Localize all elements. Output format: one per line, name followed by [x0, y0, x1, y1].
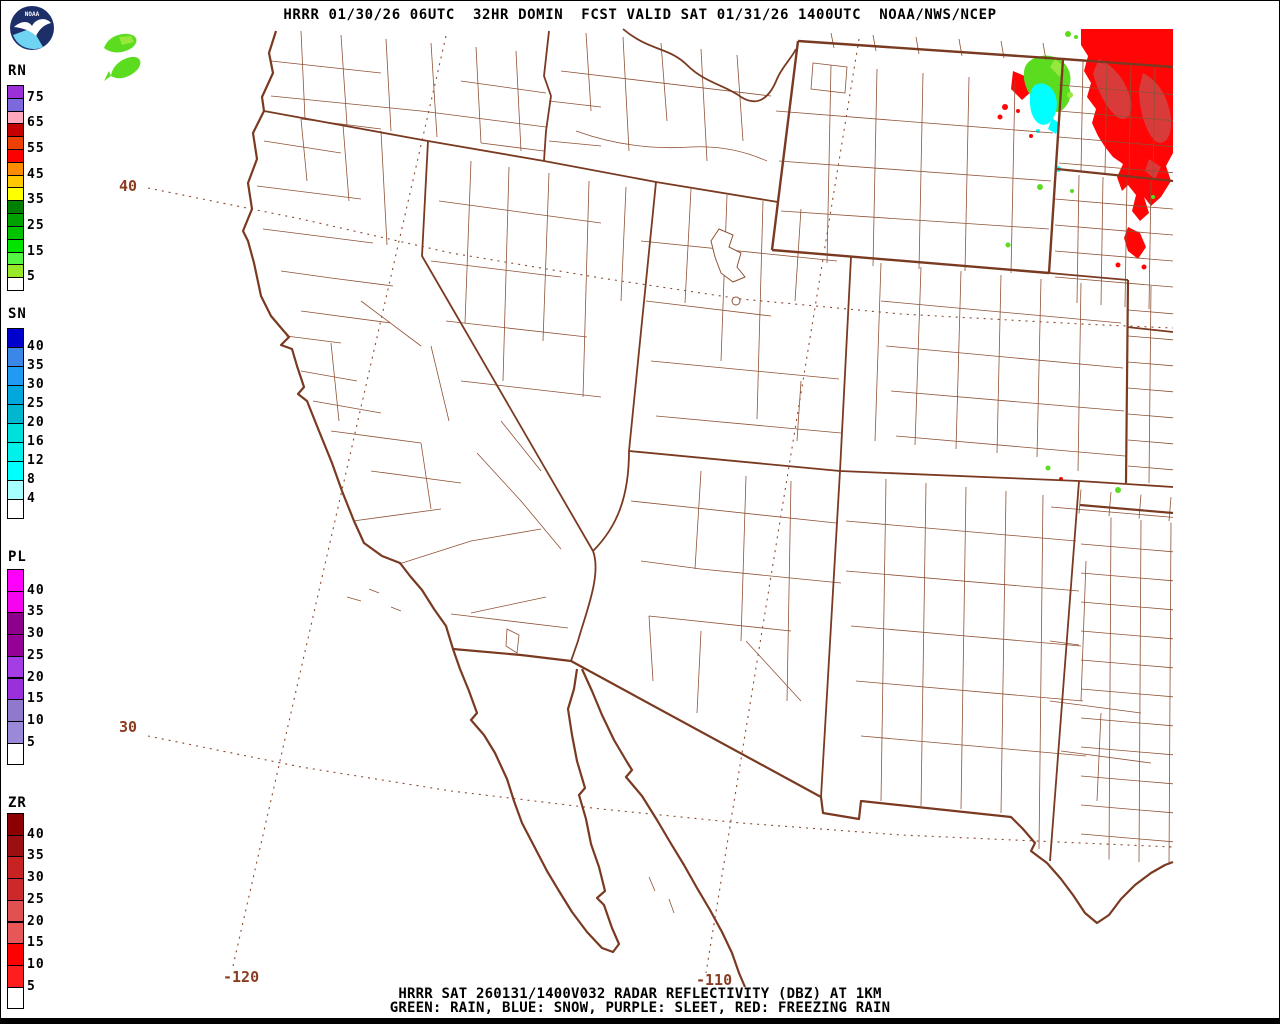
lon-label-120: -120	[223, 968, 259, 986]
legend-snow-scale: SN 40 35 30 25 20 16 12 8 4	[7, 1, 59, 1023]
legend-rain-scale: RN 75 65 55 45 35 25 15 5	[7, 1, 59, 1023]
legend-tick-label: 25	[27, 217, 45, 233]
legend-tick-label: 25	[27, 396, 45, 411]
legend-cell	[7, 813, 24, 836]
legend-tick-label: 5	[27, 269, 36, 285]
legend-tick-label: 55	[27, 141, 45, 157]
state-boundaries	[263, 28, 1174, 862]
legend-tick-label: 40	[27, 826, 45, 842]
bottom-frame-bar	[1, 1018, 1279, 1023]
legend-title: ZR	[8, 795, 27, 811]
legend-cell	[7, 943, 24, 966]
legend-tick-label: 35	[27, 848, 45, 864]
legend-title: SN	[8, 306, 27, 322]
legend-cell	[7, 964, 24, 988]
lat-label-30: 30	[119, 718, 137, 736]
legend-cell	[7, 277, 24, 291]
radar-freezing-rain-heavy	[1093, 59, 1172, 179]
legend-tick-label: 25	[27, 647, 45, 663]
noaa-gull-icon	[14, 19, 51, 36]
legend-tick-label: 5	[27, 734, 36, 750]
legend-tick-label: 30	[27, 377, 45, 392]
noaa-logo-text: NOAA	[25, 11, 40, 18]
legend-tick-label: 45	[27, 166, 45, 182]
legend-freezing-rain-scale: ZR 40 35 30 25 20 15 10 5	[7, 1, 59, 1023]
legend-tick-label: 4	[27, 491, 36, 506]
legend-tick-label: 15	[27, 691, 45, 707]
legend-tick-label: 10	[27, 712, 45, 728]
legend-tick-label: 20	[27, 669, 45, 685]
legend-tick-label: 20	[27, 913, 45, 929]
footer-key-line: GREEN: RAIN, BLUE: SNOW, PURPLE: SLEET, …	[389, 1000, 891, 1016]
legend-sleet-scale: PL 40 35 30 25 20 15 10 5	[7, 1, 59, 1023]
lon-label-110: -110	[696, 971, 732, 989]
legend-tick-label: 15	[27, 935, 45, 951]
footer-product-line: HRRR SAT 260131/1400V032 RADAR REFLECTIV…	[398, 986, 882, 1002]
lat-label-40: 40	[119, 177, 137, 195]
legend-cell	[7, 742, 24, 766]
radar-snow	[1029, 83, 1061, 172]
noaa-logo-sea	[13, 28, 43, 50]
graticule-labels: 40 30 -120 -110	[119, 177, 732, 989]
legend-cell	[7, 834, 24, 858]
legend-tick-label: 25	[27, 891, 45, 907]
legend-cell	[7, 921, 24, 945]
legend-cell	[7, 986, 24, 1010]
legend-tick-label: 10	[27, 956, 45, 972]
legend-tick-label: 35	[27, 604, 45, 620]
legend-tick-label: 16	[27, 434, 45, 449]
legend-tick-label: 30	[27, 870, 45, 886]
legend-tick-label: 40	[27, 339, 45, 354]
radar-rain-light	[119, 36, 1073, 98]
legend-tick-label: 75	[27, 89, 45, 105]
legend-tick-label: 40	[27, 582, 45, 598]
county-boundaries	[256, 30, 1174, 914]
legend-tick-label: 8	[27, 472, 36, 487]
legend-cell	[7, 899, 24, 923]
legend-tick-label: 12	[27, 453, 45, 468]
noaa-logo: NOAA	[10, 6, 54, 50]
lakes	[710, 228, 746, 306]
legend-title: PL	[8, 549, 27, 565]
page-title: HRRR 01/30/26 06UTC 32HR DOMIN FCST VALI…	[283, 7, 997, 23]
legend-title: RN	[8, 63, 27, 79]
legend-tick-label: 65	[27, 115, 45, 131]
legend-cell	[7, 856, 24, 880]
legend-tick-label: 5	[27, 978, 36, 994]
us-mexico-border	[452, 647, 1174, 925]
legend-cell	[7, 878, 24, 901]
legend-tick-label: 35	[27, 358, 45, 373]
legend-cell	[7, 499, 24, 519]
legend-tick-label: 35	[27, 192, 45, 208]
legend-tick-label: 15	[27, 243, 45, 259]
legend-tick-label: 30	[27, 626, 45, 642]
legend-tick-label: 20	[27, 415, 45, 430]
coastline	[241, 30, 1174, 988]
